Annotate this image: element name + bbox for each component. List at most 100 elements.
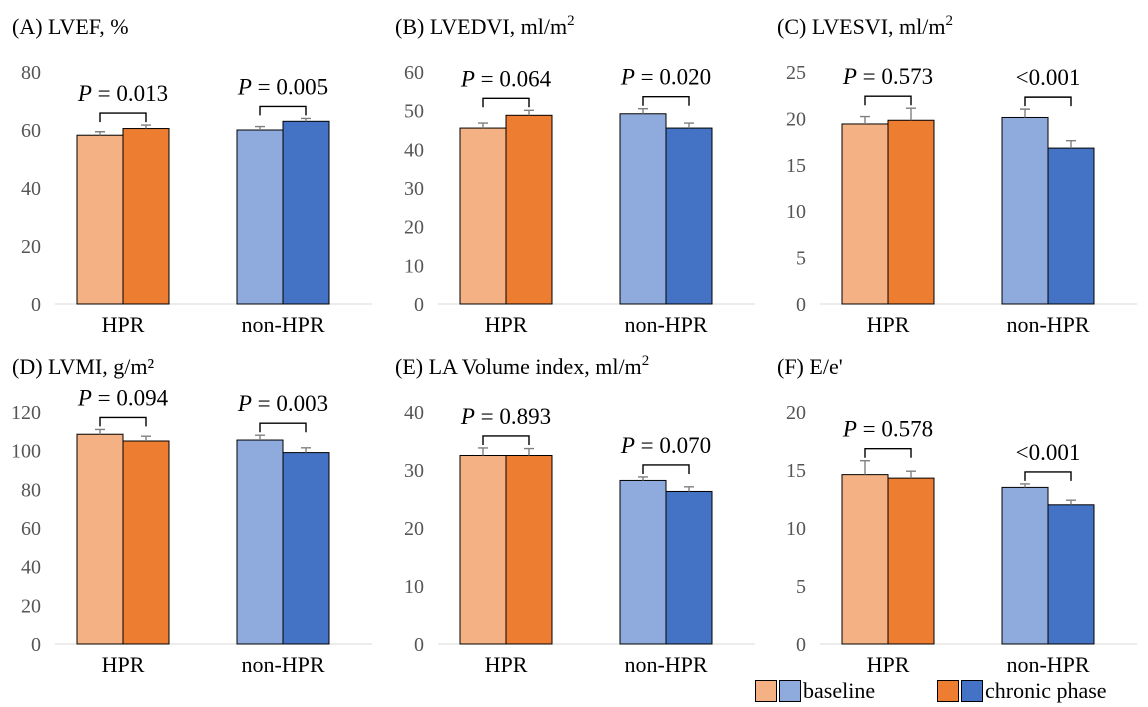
lvesvi-bar-non-hpr-baseline [1001, 116, 1049, 305]
e-e-prime-errorbar-hpr-chronic-phase [906, 470, 916, 479]
lvef-category-hpr: HPR [102, 312, 145, 337]
la-volume-index-bar-hpr-chronic-phase [505, 455, 553, 645]
lvesvi-errorbar-non-hpr-baseline [1020, 108, 1030, 118]
lvmi-ytick-40: 40 [21, 557, 41, 579]
lvef-bracket-hpr [99, 112, 147, 123]
la-volume-index-category-non-hpr: non-HPR [624, 652, 707, 677]
lvesvi-pvalue-non-hpr: <0.001 [1016, 65, 1081, 90]
lvef-bracket-non-hpr [259, 105, 307, 116]
panel-lvesvi: (C) LVESVI, ml/m2 0 5 10 15 20 25 P = 0.573 HPR <… [765, 0, 1148, 340]
lvef-bar-non-hpr-baseline [236, 129, 284, 305]
e-e-prime-errorbar-hpr-baseline [860, 460, 870, 475]
lvef-category-non-hpr: non-HPR [241, 312, 324, 337]
lvedvi-title: (B) LVEDVI, ml/m2 [395, 13, 575, 39]
lvesvi-errorbar-hpr-baseline [860, 115, 870, 124]
e-e-prime-category-hpr: HPR [867, 652, 910, 677]
chart-lvef: (A) LVEF, % 0 20 40 60 80 P = 0.013 HPR P = 0.00… [12, 14, 372, 337]
chart-la-volume-index: (E) LA Volume index, ml/m2 0 10 20 30 40 P = 0… [395, 353, 755, 677]
e-e-prime-ytick-15: 15 [786, 460, 806, 482]
lvesvi-errorbar-hpr-chronic-phase [906, 107, 916, 121]
chart-e-e-prime: (F) E/e' 0 5 10 15 20 P = 0.578 HPR <0.001 non-HP… [777, 354, 1137, 677]
lvedvi-errorbar-hpr-baseline [478, 122, 488, 129]
chart-lvedvi: (B) LVEDVI, ml/m2 0 10 20 30 40 50 60 P = 0.064 H… [395, 13, 755, 337]
la-volume-index-bar-non-hpr-baseline [619, 479, 667, 645]
lvmi-bracket-hpr [99, 416, 147, 427]
lvef-errorbar-non-hpr-chronic-phase [301, 117, 311, 122]
panel-lvmi: (D) LVMI, g/m² 0 20 40 60 80 100 120 P = 0.094 HP… [0, 340, 383, 680]
legend-item-baseline: baseline [755, 678, 875, 704]
chart-lvmi: (D) LVMI, g/m² 0 20 40 60 80 100 120 P = 0.094 HP… [11, 354, 372, 677]
legend-label-chronic-phase: chronic phase [985, 678, 1107, 703]
lvmi-pvalue-non-hpr: P = 0.003 [237, 391, 328, 416]
la-volume-index-errorbar-non-hpr-baseline [638, 476, 648, 481]
la-volume-index-category-hpr: HPR [485, 652, 528, 677]
la-volume-index-ytick-20: 20 [404, 518, 424, 540]
lvesvi-bracket-non-hpr [1024, 96, 1072, 107]
lvef-ytick-0: 0 [31, 294, 41, 316]
e-e-prime-bracket-non-hpr [1024, 471, 1072, 481]
chart-lvesvi: (C) LVESVI, ml/m2 0 5 10 15 20 25 P = 0.573 HPR <… [777, 13, 1137, 337]
lvesvi-category-hpr: HPR [867, 312, 910, 337]
lvedvi-bar-hpr-chronic-phase [505, 114, 553, 305]
la-volume-index-bracket-non-hpr [642, 464, 690, 474]
lvmi-bar-hpr-chronic-phase [122, 440, 170, 645]
lvmi-errorbar-non-hpr-baseline [255, 434, 265, 441]
e-e-prime-pvalue-hpr: P = 0.578 [842, 417, 933, 442]
panel-e-e-prime: (F) E/e' 0 5 10 15 20 P = 0.578 HPR <0.001 non-HP… [765, 340, 1148, 680]
lvmi-ytick-60: 60 [21, 518, 41, 540]
lvef-ytick-60: 60 [21, 120, 41, 142]
lvmi-ytick-80: 80 [21, 479, 41, 501]
lvef-pvalue-hpr: P = 0.013 [77, 81, 168, 106]
lvmi-bar-non-hpr-chronic-phase [282, 452, 330, 645]
lvedvi-pvalue-non-hpr: P = 0.020 [620, 65, 711, 90]
lvmi-ytick-0: 0 [31, 634, 41, 656]
lvedvi-errorbar-non-hpr-chronic-phase [684, 122, 694, 129]
lvedvi-pvalue-hpr: P = 0.064 [460, 66, 552, 91]
lvedvi-errorbar-non-hpr-baseline [638, 108, 648, 114]
legend-swatch-baseline-nonhpr [779, 680, 801, 702]
la-volume-index-ytick-30: 30 [404, 460, 424, 482]
lvef-bar-hpr-baseline [76, 134, 124, 305]
lvesvi-ytick-0: 0 [796, 294, 806, 316]
la-volume-index-errorbar-non-hpr-chronic-phase [684, 486, 694, 492]
e-e-prime-category-non-hpr: non-HPR [1006, 652, 1089, 677]
lvef-pvalue-non-hpr: P = 0.005 [237, 74, 328, 99]
lvef-errorbar-hpr-chronic-phase [141, 124, 151, 129]
lvesvi-category-non-hpr: non-HPR [1006, 312, 1089, 337]
lvedvi-ytick-50: 50 [404, 101, 424, 123]
panel-lvedvi: (B) LVEDVI, ml/m2 0 10 20 30 40 50 60 P = 0.064 H… [383, 0, 766, 340]
lvef-errorbar-hpr-baseline [95, 131, 105, 136]
lvmi-category-hpr: HPR [102, 652, 145, 677]
legend-swatch-chronic-hpr [937, 680, 959, 702]
lvesvi-ytick-5: 5 [796, 248, 806, 270]
e-e-prime-errorbar-non-hpr-chronic-phase [1066, 499, 1076, 505]
lvesvi-bar-non-hpr-chronic-phase [1047, 147, 1095, 305]
la-volume-index-bar-hpr-baseline [459, 455, 507, 645]
lvmi-errorbar-non-hpr-chronic-phase [301, 447, 311, 453]
e-e-prime-ytick-10: 10 [786, 518, 806, 540]
lvedvi-ytick-40: 40 [404, 139, 424, 161]
legend-swatch-baseline-hpr [755, 680, 777, 702]
lvmi-ytick-100: 100 [11, 441, 41, 463]
e-e-prime-title: (F) E/e' [777, 354, 843, 379]
e-e-prime-pvalue-non-hpr: <0.001 [1016, 440, 1081, 465]
la-volume-index-ytick-40: 40 [404, 402, 424, 424]
la-volume-index-pvalue-hpr: P = 0.893 [460, 404, 551, 429]
lvesvi-bar-hpr-baseline [841, 123, 889, 305]
lvesvi-ytick-15: 15 [786, 155, 806, 177]
lvef-ytick-20: 20 [21, 236, 41, 258]
lvesvi-ytick-25: 25 [786, 62, 806, 84]
e-e-prime-errorbar-non-hpr-baseline [1020, 483, 1030, 488]
e-e-prime-bar-non-hpr-chronic-phase [1047, 504, 1095, 645]
lvmi-errorbar-hpr-baseline [95, 428, 105, 435]
lvedvi-errorbar-hpr-chronic-phase [524, 109, 534, 116]
lvedvi-bracket-hpr [482, 97, 530, 108]
lvedvi-bar-non-hpr-baseline [619, 113, 667, 305]
lvef-ytick-80: 80 [21, 62, 41, 84]
lvedvi-category-non-hpr: non-HPR [624, 312, 707, 337]
e-e-prime-bar-non-hpr-baseline [1001, 486, 1049, 645]
lvmi-ytick-20: 20 [21, 595, 41, 617]
lvmi-bar-hpr-baseline [76, 433, 124, 645]
lvmi-pvalue-hpr: P = 0.094 [77, 385, 169, 410]
e-e-prime-bar-hpr-baseline [841, 474, 889, 645]
